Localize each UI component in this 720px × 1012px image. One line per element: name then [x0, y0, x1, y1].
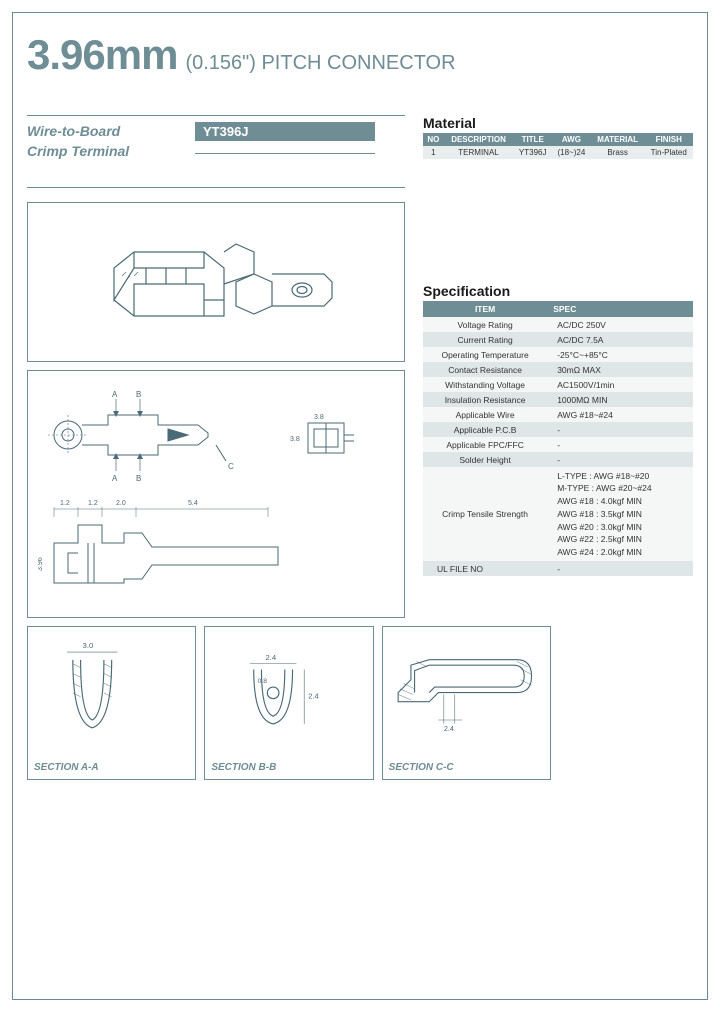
drawings-area: A B A B C 3.8 [27, 202, 405, 780]
isometric-view-box [27, 202, 405, 362]
datasheet-page: 3.96mm (0.156") PITCH CONNECTOR Wire-to-… [12, 12, 708, 1000]
orthographic-views-box: A B A B C 3.8 [27, 370, 405, 618]
title-row: 3.96mm (0.156") PITCH CONNECTOR [27, 31, 693, 79]
spec-value: AWG #18~#24 [547, 407, 693, 422]
spec-value: - [547, 437, 693, 452]
material-heading: Material [423, 115, 693, 131]
material-col: NO [423, 133, 444, 146]
spec-value: -25°C~+85°C [547, 347, 693, 362]
svg-text:0.8: 0.8 [258, 678, 268, 685]
material-cell: YT396J [513, 146, 552, 159]
svg-text:3.8: 3.8 [314, 414, 324, 421]
spec-item: Solder Height [423, 452, 547, 467]
spec-row: Solder Height- [423, 452, 693, 467]
material-cell: Brass [591, 146, 645, 159]
product-name-line2: Crimp Terminal [27, 143, 129, 159]
material-cell: 1 [423, 146, 444, 159]
material-col: AWG [552, 133, 591, 146]
spec-row-ul: UL FILE NO- [423, 561, 693, 576]
svg-text:3.0: 3.0 [83, 641, 94, 650]
spec-value: - [547, 561, 693, 576]
section-a-box: 3.0 [27, 626, 196, 780]
spec-item: Operating Temperature [423, 347, 547, 362]
spec-row: Contact Resistance30mΩ MAX [423, 362, 693, 377]
svg-text:3.96: 3.96 [38, 557, 44, 571]
side-view-drawing: 1.2 1.2 2.0 5.4 [38, 493, 394, 603]
spec-row: Voltage RatingAC/DC 250V [423, 317, 693, 332]
spec-value: - [547, 422, 693, 437]
section-b-label: SECTION B-B [211, 762, 366, 773]
material-col: TITLE [513, 133, 552, 146]
product-name: Wire-to-Board Crimp Terminal [27, 122, 187, 161]
svg-text:C: C [228, 462, 234, 471]
section-a-label: SECTION A-A [34, 762, 189, 773]
spec-col-item: ITEM [423, 301, 547, 317]
material-cell: TERMINAL [444, 146, 514, 159]
spec-item: UL FILE NO [423, 561, 547, 576]
spec-item: Applicable FPC/FFC [423, 437, 547, 452]
spec-row: Withstanding VoltageAC1500V/1min [423, 377, 693, 392]
material-row: 1TERMINALYT396J(18~)24BrassTin-Plated [423, 146, 693, 159]
material-col: FINISH [645, 133, 694, 146]
spec-value: L-TYPE : AWG #18~#20M-TYPE : AWG #20~#24… [547, 467, 693, 561]
spec-value: 1000MΩ MIN [547, 392, 693, 407]
spec-value: - [547, 452, 693, 467]
title-sub: (0.156") PITCH CONNECTOR [185, 52, 455, 75]
spec-row: Applicable WireAWG #18~#24 [423, 407, 693, 422]
part-number-block: YT396J [195, 122, 375, 154]
spec-row: Applicable P.C.B- [423, 422, 693, 437]
spec-row: Applicable FPC/FFC- [423, 437, 693, 452]
material-cell: Tin-Plated [645, 146, 694, 159]
divider [27, 187, 405, 188]
spec-row: Operating Temperature-25°C~+85°C [423, 347, 693, 362]
svg-text:2.4: 2.4 [308, 692, 319, 701]
svg-text:A: A [112, 474, 118, 483]
material-table: NODESCRIPTIONTITLEAWGMATERIALFINISH 1TER… [423, 133, 693, 159]
header-area: Wire-to-Board Crimp Terminal YT396J [27, 115, 693, 780]
spec-row-crimp: Crimp Tensile StrengthL-TYPE : AWG #18~#… [423, 467, 693, 561]
section-a-drawing: 3.0 [34, 633, 189, 743]
spec-item: Applicable Wire [423, 407, 547, 422]
terminal-iso-drawing [86, 222, 346, 342]
spec-heading: Specification [423, 283, 693, 299]
svg-text:5.4: 5.4 [188, 500, 198, 507]
svg-text:B: B [136, 474, 141, 483]
top-view-drawing: A B A B C 3.8 [38, 385, 394, 485]
product-name-line1: Wire-to-Board [27, 123, 120, 139]
spec-item: Withstanding Voltage [423, 377, 547, 392]
material-col: DESCRIPTION [444, 133, 514, 146]
material-col: MATERIAL [591, 133, 645, 146]
spec-item: Contact Resistance [423, 362, 547, 377]
section-b-box: 2.4 0.8 2.4 SECTION B-B [204, 626, 373, 780]
spec-item: Current Rating [423, 332, 547, 347]
svg-text:3.8: 3.8 [290, 436, 300, 443]
svg-text:1.2: 1.2 [88, 500, 98, 507]
spec-item: Voltage Rating [423, 317, 547, 332]
material-cell: (18~)24 [552, 146, 591, 159]
svg-text:A: A [112, 390, 118, 399]
svg-text:1.2: 1.2 [60, 500, 70, 507]
svg-text:B: B [136, 390, 141, 399]
spec-item: Applicable P.C.B [423, 422, 547, 437]
spec-row: Insulation Resistance1000MΩ MIN [423, 392, 693, 407]
section-b-drawing: 2.4 0.8 2.4 [211, 633, 366, 743]
part-number-badge: YT396J [195, 122, 375, 141]
spec-value: AC/DC 250V [547, 317, 693, 332]
spec-value: AC1500V/1min [547, 377, 693, 392]
spec-item: Insulation Resistance [423, 392, 547, 407]
specification-table: ITEM SPEC Voltage RatingAC/DC 250VCurren… [423, 301, 693, 576]
product-block: Wire-to-Board Crimp Terminal YT396J [27, 115, 405, 161]
spec-col-spec: SPEC [547, 301, 693, 317]
spec-row: Current RatingAC/DC 7.5A [423, 332, 693, 347]
spec-item: Crimp Tensile Strength [423, 467, 547, 561]
svg-text:2.0: 2.0 [116, 500, 126, 507]
spec-value: AC/DC 7.5A [547, 332, 693, 347]
svg-text:2.4: 2.4 [266, 653, 277, 662]
title-main: 3.96mm [27, 31, 177, 79]
spec-value: 30mΩ MAX [547, 362, 693, 377]
part-underline [195, 153, 375, 154]
